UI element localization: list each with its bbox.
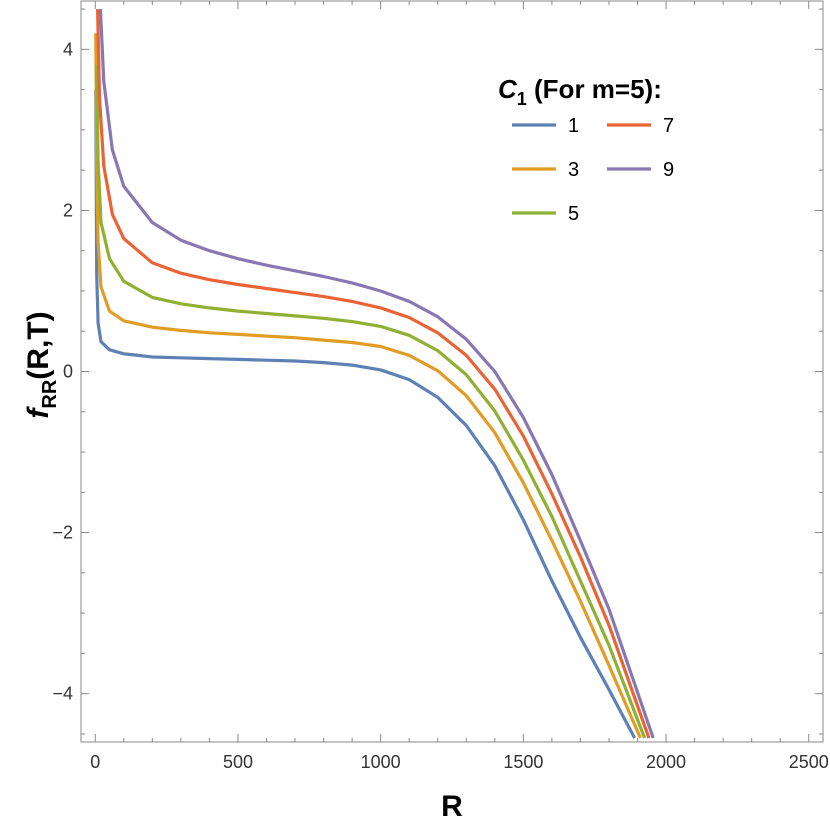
legend-label-7: 7 <box>663 115 674 137</box>
legend-label-3: 3 <box>568 159 579 181</box>
legend-title-rest: (For m=5): <box>527 74 662 104</box>
x-tick-label: 2500 <box>789 752 829 772</box>
y-tick-label: −4 <box>52 684 73 704</box>
x-axis-title: R <box>441 790 463 821</box>
series-line-5 <box>95 65 647 739</box>
legend-title-sub: 1 <box>517 89 527 109</box>
x-tick-label: 0 <box>90 752 100 772</box>
axis-ticks <box>81 1 823 742</box>
axis-tick-labels: 0 500 1000 1500 2000 2500 −4 −2 0 2 4 <box>52 39 828 772</box>
y-tick-label: −2 <box>52 523 73 543</box>
x-tick-label: 1500 <box>503 752 543 772</box>
series-line-7 <box>96 9 651 739</box>
y-axis-title: fRR(R,T) <box>22 311 61 418</box>
y-axis-title-sub: RR <box>39 379 61 408</box>
legend-label-9: 9 <box>663 159 674 181</box>
x-tick-label: 2000 <box>646 752 686 772</box>
y-tick-label: 0 <box>63 362 73 382</box>
legend-entries: 1 3 5 7 9 <box>512 115 674 225</box>
series-line-3 <box>94 33 642 739</box>
legend-label-1: 1 <box>568 115 579 137</box>
plot-frame <box>80 0 824 743</box>
series-line-9 <box>98 9 655 739</box>
y-axis-title-rest: (R,T) <box>22 311 55 379</box>
y-axis-title-main: f <box>22 406 55 419</box>
series-layer <box>94 9 655 739</box>
series-line-1 <box>94 89 637 739</box>
legend-title: C1 (For m=5): <box>498 74 662 109</box>
y-tick-label: 4 <box>63 39 73 59</box>
y-tick-label: 2 <box>63 200 73 220</box>
legend-title-main: C <box>498 74 518 104</box>
x-tick-label: 500 <box>223 752 253 772</box>
legend-label-5: 5 <box>568 203 579 225</box>
x-tick-label: 1000 <box>361 752 401 772</box>
